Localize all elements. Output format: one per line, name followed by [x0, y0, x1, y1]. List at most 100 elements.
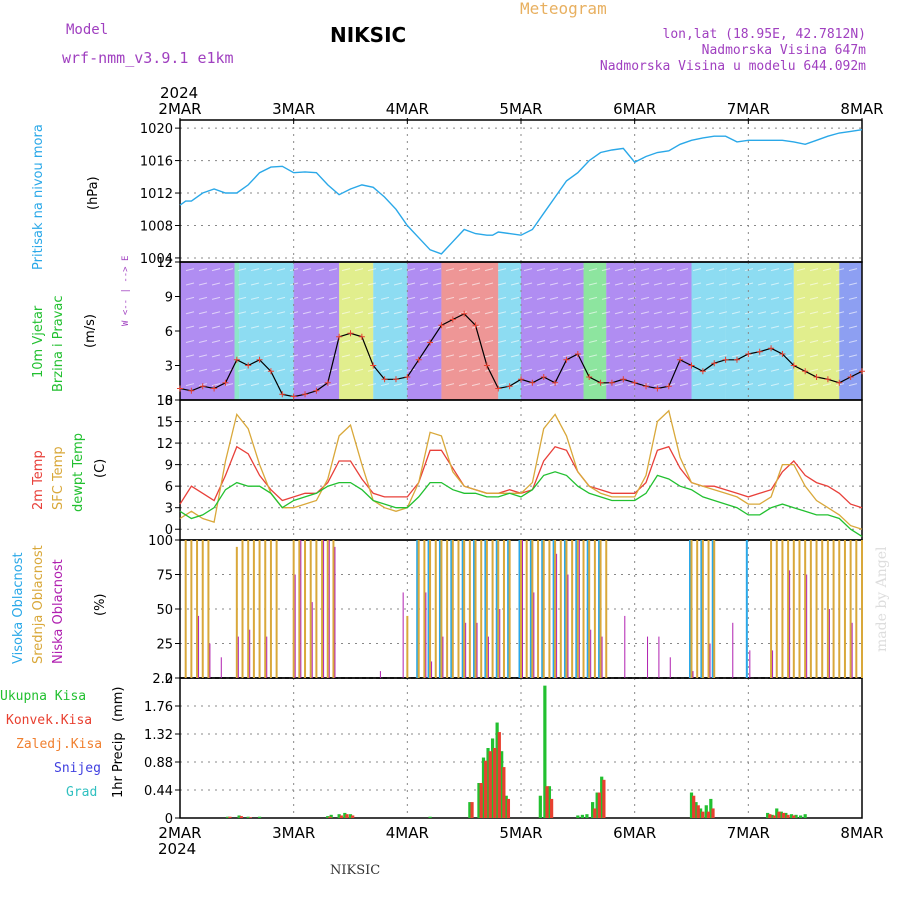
wind-arrow — [237, 296, 247, 300]
wind-arrow — [848, 282, 858, 286]
precip-bar — [545, 786, 549, 818]
precip-bar — [768, 814, 772, 818]
wind-arrow — [367, 383, 377, 387]
wind-arrow — [315, 383, 325, 387]
cloud-ylabel-c: Niska Oblacnost — [51, 559, 66, 664]
wind-arrow — [380, 268, 390, 272]
wind-arrow — [328, 311, 338, 315]
wind-arrow — [536, 383, 546, 387]
wind-arrow — [276, 354, 286, 358]
wind-gust-mark — [779, 351, 786, 357]
wind-arrow — [341, 354, 351, 358]
wind-arrow — [549, 354, 559, 358]
wind-arrow — [757, 282, 767, 286]
wind-arrow — [471, 383, 481, 387]
wind-arrow — [588, 340, 598, 343]
wind-arrow — [653, 383, 663, 387]
temp-ylabel-b: SFC Temp — [51, 446, 66, 510]
ytick-label: 50 — [156, 603, 173, 618]
precip-bar — [696, 805, 700, 818]
wind-arrow — [614, 325, 624, 329]
precip-bar — [504, 795, 508, 818]
ytick-label: 1.76 — [144, 700, 173, 715]
wind-arrow — [510, 340, 520, 343]
wind-band-5 — [373, 262, 408, 400]
wind-ylabel-c: (m/s) — [83, 314, 98, 348]
wind-arrow — [562, 383, 572, 387]
wind-gust-mark — [483, 362, 490, 369]
wind-arrow — [211, 311, 221, 315]
wind-arrow — [510, 354, 520, 358]
wind-arrow — [393, 368, 403, 372]
wind-arrow — [588, 296, 598, 300]
wind-gust-mark — [211, 385, 218, 392]
wind-arrow — [588, 268, 598, 272]
wind-gust-mark — [233, 356, 240, 363]
wind-band-8 — [498, 262, 521, 400]
wind-arrow — [653, 311, 663, 315]
wind-gust-mark — [302, 391, 309, 398]
wind-arrow — [705, 368, 715, 372]
wind-arrow — [744, 268, 754, 272]
wind-arrow — [679, 282, 689, 286]
ytick-label: 6 — [165, 325, 173, 340]
wind-arrow — [653, 354, 663, 358]
wind-arrow — [731, 325, 741, 329]
precip-bar — [337, 814, 341, 818]
wind-arrow — [770, 383, 780, 387]
precip-bar — [328, 816, 332, 818]
wind-arrow — [250, 268, 260, 272]
wind-arrow — [211, 340, 221, 343]
wind-gust-mark — [597, 379, 604, 386]
wind-arrow — [757, 268, 767, 272]
wind-arrow — [731, 296, 741, 300]
wind-gust-mark — [586, 374, 593, 380]
wind-arrow — [484, 296, 494, 300]
wind-arrow — [380, 354, 390, 358]
precip-bar — [799, 815, 803, 818]
wind-arrow — [848, 296, 858, 300]
wind-arrow — [237, 340, 247, 343]
wind-arrow — [510, 383, 520, 387]
wind-arrow — [705, 354, 715, 358]
wind-arrow — [276, 268, 286, 272]
wind-arrow — [822, 325, 832, 329]
pressure-line — [179, 129, 863, 255]
model-label: Model — [66, 22, 108, 38]
precip-bar — [486, 748, 490, 818]
wind-arrow — [432, 311, 442, 315]
wind-gust-mark — [370, 362, 377, 369]
wind-arrow — [497, 340, 507, 343]
wind-arrow — [770, 325, 780, 329]
wind-arrow — [185, 268, 195, 272]
wind-gust-mark — [324, 379, 331, 386]
precip-ylabel-a: 1hr Precip — [111, 732, 126, 798]
wind-gust-mark — [495, 385, 502, 392]
wind-arrow — [757, 368, 767, 372]
wind-arrow — [705, 325, 715, 329]
wind-arrow — [497, 383, 507, 387]
wind-gust-mark — [722, 356, 729, 363]
panels: 1004100810121016102003691203691215180255… — [140, 100, 884, 842]
wind-arrow — [575, 383, 585, 387]
wind-gust-mark — [608, 379, 615, 386]
wind-arrow — [562, 325, 572, 329]
precip-bar — [770, 814, 774, 818]
wind-arrow — [809, 311, 819, 315]
wind-arrow — [549, 340, 559, 343]
wind-arrow — [328, 340, 338, 343]
precip-bar — [228, 816, 232, 818]
wind-band-16 — [839, 262, 862, 400]
wind-arrow — [263, 340, 273, 343]
wind-arrow — [822, 354, 832, 358]
wind-gust-mark — [654, 385, 661, 392]
wind-arrow — [289, 340, 299, 343]
wind-band-14 — [725, 262, 794, 400]
wind-arrow — [341, 311, 351, 315]
wind-arrow — [302, 282, 312, 286]
wind-gust-mark — [677, 356, 684, 363]
precip-bar — [694, 802, 698, 818]
wind-arrow — [198, 340, 208, 343]
wind-arrow — [211, 383, 221, 387]
wind-arrow — [575, 340, 585, 343]
